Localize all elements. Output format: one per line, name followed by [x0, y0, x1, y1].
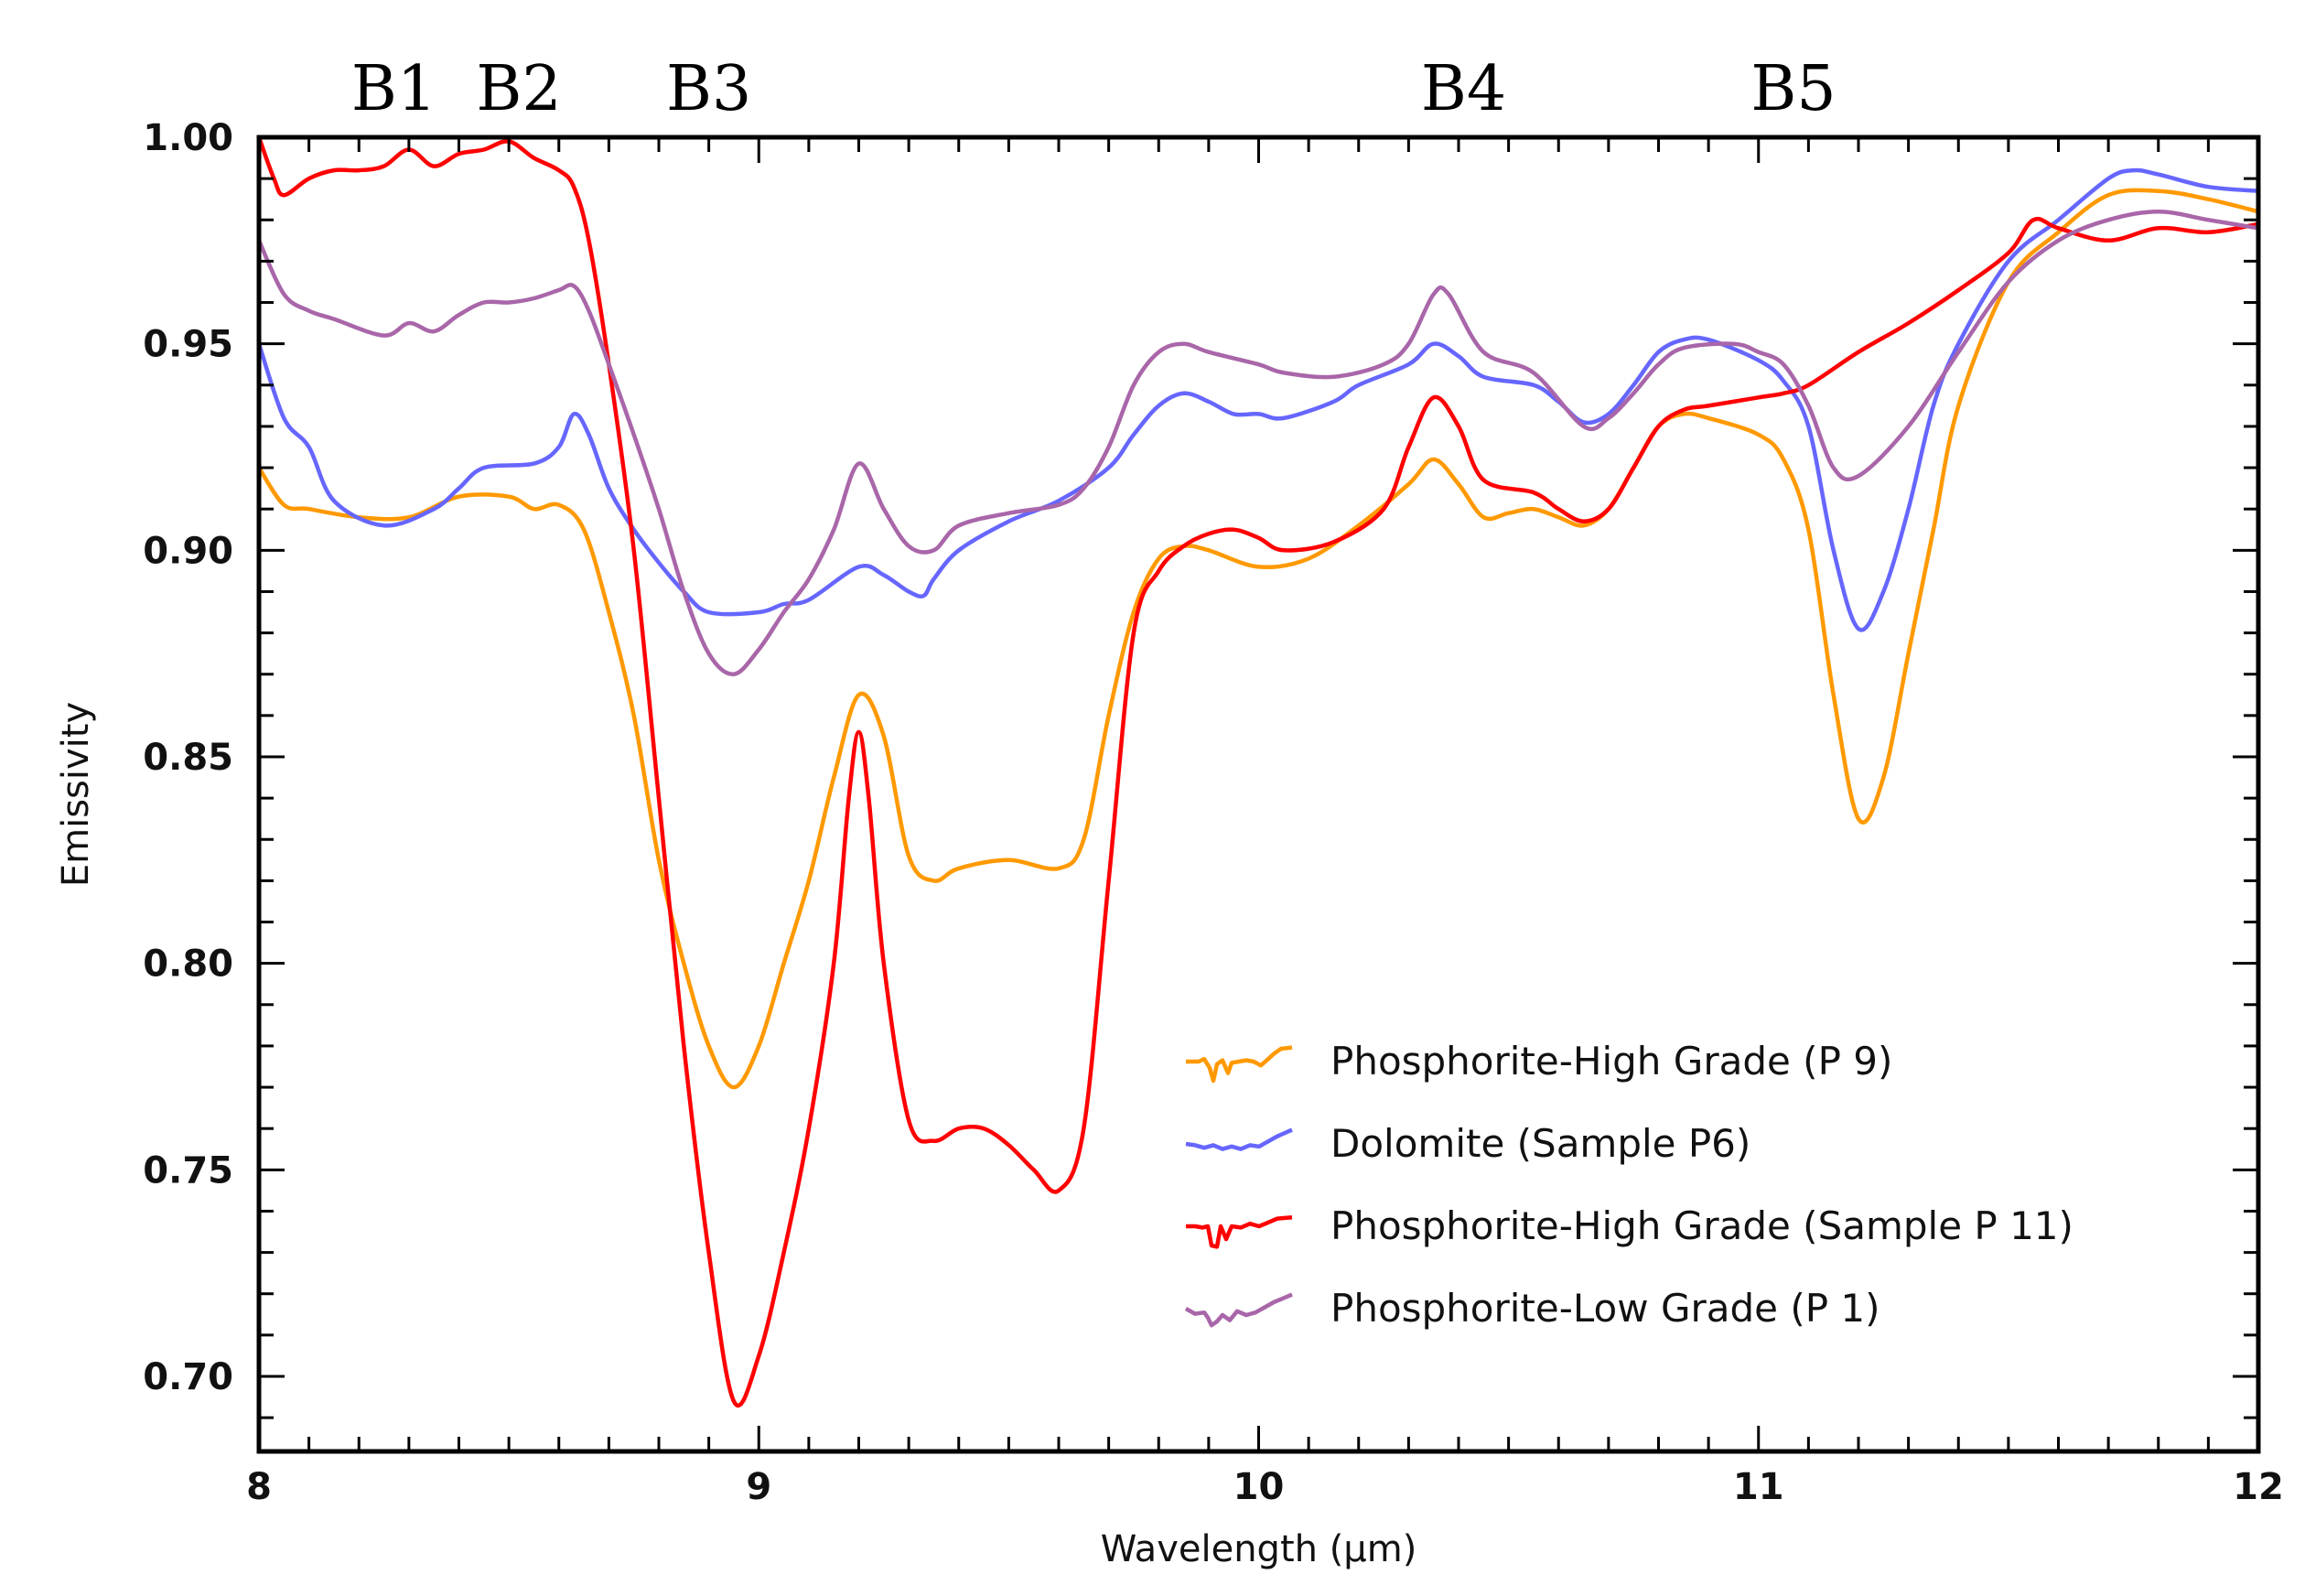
legend-swatch-3 — [1186, 1214, 1293, 1249]
legend-label-2: Dolomite (Sample P6) — [1330, 1121, 1750, 1166]
series-line-2 — [256, 167, 2261, 632]
legend-swatch-4 — [1184, 1292, 1293, 1328]
band-label-b3: B3 — [666, 53, 751, 125]
x-tick-label: 12 — [2233, 1466, 2284, 1508]
ticks-layer: 8 9 10 11 12 0.70 0.75 0.80 0.85 0.90 0.95 1.00 — [143, 117, 2284, 1508]
band-label-b1: B1 — [351, 53, 436, 125]
plot-frame — [256, 135, 2261, 1454]
legend-label-3: Phosphorite-High Grade (Sample P 11) — [1330, 1203, 2073, 1248]
legend-swatch-2 — [1185, 1127, 1293, 1151]
y-tick-label: 0.80 — [143, 944, 233, 986]
band-label-b4: B4 — [1421, 53, 1506, 125]
band-labels: B1 B2 B3 B4 B5 — [351, 53, 1836, 125]
series-layer — [256, 135, 2261, 1408]
band-label-b2: B2 — [476, 53, 561, 125]
x-axis-title: Wavelength (µm) — [1101, 1528, 1417, 1570]
y-tick-label: 0.95 — [143, 324, 233, 366]
y-axis-title: Emissivity — [55, 702, 97, 887]
series-line-1 — [256, 188, 2261, 1090]
x-tick-label: 9 — [746, 1466, 771, 1508]
y-tick-label: 1.00 — [143, 117, 233, 159]
legend-swatch-1 — [1186, 1045, 1293, 1084]
x-tick-label: 11 — [1733, 1466, 1784, 1508]
legend-label-1: Phosphorite-High Grade (P 9) — [1330, 1039, 1892, 1084]
band-label-b5: B5 — [1750, 53, 1836, 125]
y-tick-label: 0.90 — [143, 530, 233, 572]
series-line-4 — [256, 209, 2261, 676]
legend: Phosphorite-High Grade (P 9) Dolomite (Sa… — [1184, 1039, 2073, 1331]
x-tick-label: 8 — [246, 1466, 272, 1508]
legend-label-4: Phosphorite-Low Grade (P 1) — [1330, 1286, 1880, 1331]
y-tick-label: 0.85 — [143, 737, 233, 779]
series-line-3 — [256, 135, 2261, 1408]
y-tick-label: 0.70 — [143, 1356, 233, 1398]
x-tick-label: 10 — [1233, 1466, 1285, 1508]
y-tick-label: 0.75 — [143, 1149, 233, 1192]
